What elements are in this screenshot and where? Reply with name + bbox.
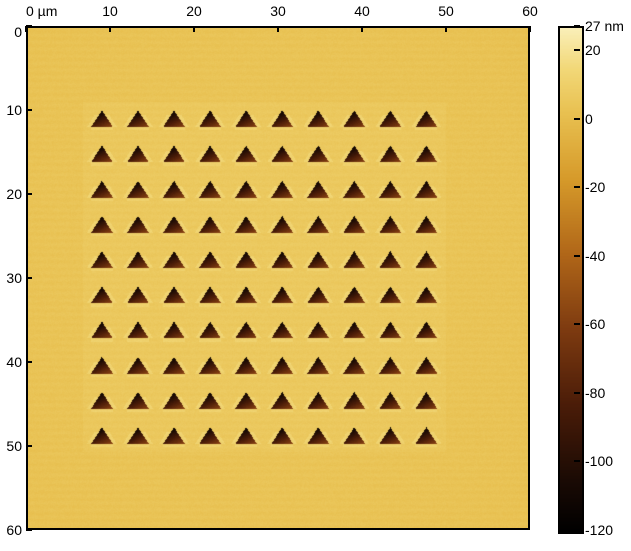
x-tick	[445, 26, 447, 32]
x-tick-label: 20	[186, 3, 202, 19]
y-tick	[26, 109, 32, 111]
colorbar-tick-label: -20	[585, 179, 605, 195]
x-tick-label: 10	[102, 3, 118, 19]
colorbar-canvas	[558, 26, 584, 534]
y-tick-label: 40	[6, 354, 22, 370]
y-tick-label: 30	[6, 270, 22, 286]
x-tick-label: 50	[438, 3, 454, 19]
x-tick	[277, 26, 279, 32]
colorbar-tick	[574, 392, 580, 394]
x-tick	[193, 26, 195, 32]
colorbar-tick-label: -80	[585, 385, 605, 401]
x-tick-label: 30	[270, 3, 286, 19]
colorbar-tick	[574, 460, 580, 462]
y-tick	[26, 529, 32, 531]
y-tick-label: 50	[6, 438, 22, 454]
colorbar-tick	[574, 255, 580, 257]
afm-heatmap-plot	[26, 26, 530, 530]
colorbar-tick	[574, 323, 580, 325]
colorbar-tick	[574, 49, 580, 51]
colorbar	[558, 26, 580, 530]
colorbar-tick	[574, 529, 580, 531]
heatmap-canvas	[26, 26, 530, 530]
colorbar-tick	[574, 118, 580, 120]
y-tick	[26, 193, 32, 195]
x-tick	[529, 26, 531, 32]
colorbar-tick-label: 20	[585, 42, 601, 58]
x-tick	[109, 26, 111, 32]
colorbar-tick-label: -60	[585, 316, 605, 332]
y-tick	[26, 361, 32, 363]
colorbar-tick-label: 0	[585, 111, 593, 127]
colorbar-tick-label: -100	[585, 453, 613, 469]
colorbar-tick	[574, 186, 580, 188]
y-tick	[26, 445, 32, 447]
y-tick-label: 0	[14, 24, 22, 40]
y-tick-label: 20	[6, 186, 22, 202]
y-tick	[26, 277, 32, 279]
x-tick-label: 60	[522, 3, 538, 19]
y-tick-label: 60	[6, 522, 22, 538]
colorbar-tick	[574, 25, 580, 27]
y-tick	[26, 25, 32, 27]
colorbar-tick-label: -40	[585, 248, 605, 264]
colorbar-tick-label: -120	[585, 522, 613, 538]
y-tick-label: 10	[6, 102, 22, 118]
colorbar-tick-label: 27 nm	[585, 18, 624, 34]
x-tick-label: 0 µm	[26, 3, 57, 19]
x-tick-label: 40	[354, 3, 370, 19]
figure-container: 0 µm 10 20 30 40 50 60 0 10 20 30 40 50 60 27 nm 20 0 -20…	[0, 0, 631, 551]
x-tick	[361, 26, 363, 32]
